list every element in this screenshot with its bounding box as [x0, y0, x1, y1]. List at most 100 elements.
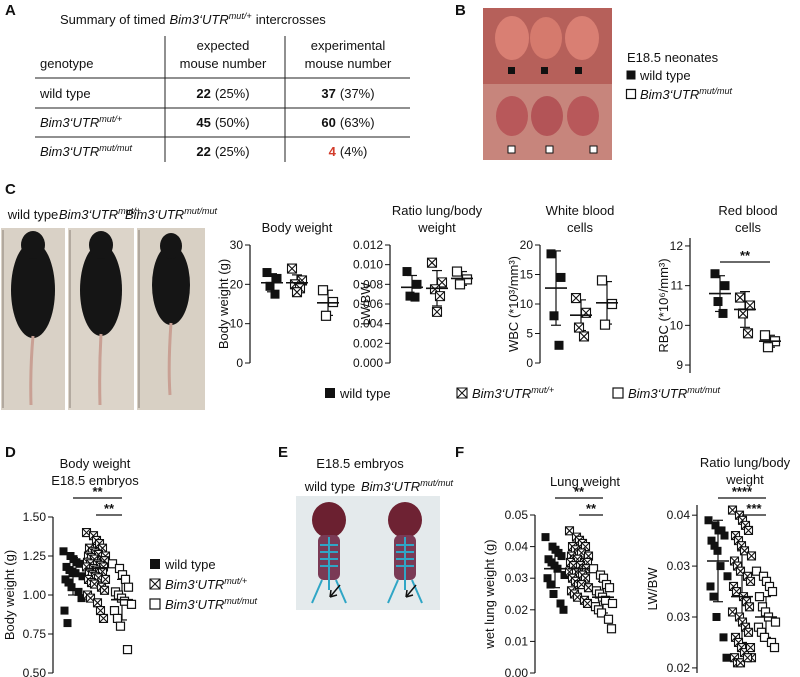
row-genotype-gene: Bim3‘UTR: [40, 115, 99, 130]
data-point: [541, 533, 550, 542]
chart-title: Body weight: [60, 456, 131, 471]
data-point: [717, 526, 726, 535]
data-point: [77, 594, 86, 603]
y-axis-label: Body weight (g): [2, 550, 17, 640]
legend-marker: [612, 387, 624, 399]
photo-label-gene: Bim3‘UTR: [361, 479, 420, 494]
data-point: [704, 516, 713, 525]
data-point: [713, 546, 722, 555]
data-point: [92, 598, 103, 608]
data-point: [60, 606, 69, 615]
y-tick-label: 0.05: [505, 508, 529, 522]
data-point: [720, 281, 730, 291]
data-point: [707, 536, 716, 545]
significance-label: ****: [732, 484, 753, 499]
significance-label: **: [574, 484, 585, 499]
row-genotype: Bim3‘UTRmut/mut: [40, 143, 133, 159]
legend-label-gene: Bim3‘UTR: [628, 386, 687, 401]
legend-label: Bim3‘UTRmut/mut: [628, 385, 721, 401]
y-tick-label: 0.04: [667, 508, 691, 522]
photo-label-gene: Bim3‘UTR: [59, 207, 118, 222]
y-tick-label: 11: [671, 279, 684, 293]
data-point: [596, 275, 608, 286]
y-axis-label: RBC (*10⁶/mm³): [656, 258, 671, 352]
data-point: [735, 658, 746, 668]
row-genotype: Bim3‘UTRmut/+: [40, 114, 122, 130]
data-point: [576, 579, 587, 590]
data-point: [126, 599, 137, 609]
data-point: [713, 297, 723, 307]
data-point: [64, 578, 73, 587]
y-tick-label: 0.02: [667, 661, 691, 675]
legend-label-gene: Bim3‘UTR: [640, 87, 699, 102]
row-genotype-gene: Bim3‘UTR: [40, 144, 99, 159]
data-point: [727, 607, 738, 617]
y-axis-label: wet lung weight (g): [482, 539, 497, 649]
photo-label: Bim3‘UTRmut/+: [59, 206, 141, 222]
legend-marker: [325, 388, 335, 398]
cell-percent: (25%): [215, 144, 250, 159]
chart-title: weight: [725, 472, 764, 487]
data-point: [63, 619, 72, 628]
photo-label-gene: Bim3‘UTR: [125, 207, 184, 222]
legend-label: wild type: [339, 386, 391, 401]
data-point: [546, 580, 555, 589]
legend-marker: [626, 70, 636, 80]
y-tick-label: 0.006: [353, 297, 383, 311]
y-tick-label: 0.50: [23, 666, 47, 677]
table-cell: 60 (63%): [321, 115, 374, 130]
legend-label-sup: mut/mut: [699, 86, 732, 96]
y-axis-label: LW/BW: [645, 567, 660, 611]
data-point: [405, 291, 415, 301]
chart-title: cells: [567, 220, 594, 235]
cell-number: 37: [321, 86, 335, 101]
data-point: [606, 624, 617, 634]
legend-label-gene: Bim3‘UTR: [165, 577, 224, 592]
legend-marker: [150, 559, 160, 569]
y-tick-label: 0.03: [667, 559, 691, 573]
significance-label: **: [92, 484, 103, 499]
data-point: [770, 617, 781, 627]
cell-percent: (4%): [340, 144, 367, 159]
header-cell: mouse number: [305, 56, 392, 71]
data-point: [270, 289, 280, 299]
y-tick-label: 0.012: [353, 238, 383, 252]
legend-label-gene: Bim3‘UTR: [165, 597, 224, 612]
legend-label: Bim3‘UTRmut/mut: [640, 86, 733, 102]
legend-label-gene: Bim3‘UTR: [472, 386, 531, 401]
data-point: [720, 531, 729, 540]
significance-label: ***: [746, 501, 762, 516]
panel-label: C: [5, 181, 16, 198]
y-tick-label: 10: [520, 297, 534, 311]
legend-title: E18.5 neonates: [627, 50, 719, 65]
photo-label: wild type: [7, 207, 59, 222]
data-point: [454, 279, 466, 290]
data-point: [123, 582, 134, 592]
data-point: [291, 287, 303, 298]
table-cell: 4 (4%): [329, 144, 368, 159]
data-point: [745, 576, 756, 586]
data-point: [734, 292, 746, 303]
data-point: [59, 547, 68, 556]
legend-label: wild type: [164, 557, 216, 572]
data-point: [554, 340, 564, 350]
y-tick-label: 0.004: [353, 317, 383, 331]
data-point: [722, 653, 731, 662]
data-point: [710, 269, 720, 279]
data-point: [557, 552, 566, 561]
cell-percent: (37%): [340, 86, 375, 101]
data-point: [573, 322, 585, 333]
y-tick-label: 0.010: [353, 258, 383, 272]
header-cell: expected: [197, 38, 250, 53]
table-cell: 37 (37%): [321, 86, 374, 101]
panel-label: F: [455, 444, 464, 461]
data-point: [320, 310, 332, 321]
title-gene: Bim3‘UTR: [169, 12, 228, 27]
data-point: [719, 633, 728, 642]
y-tick-label: 0.000: [353, 356, 383, 370]
data-point: [709, 592, 718, 601]
data-point: [410, 292, 420, 302]
cell-number: 60: [321, 115, 335, 130]
